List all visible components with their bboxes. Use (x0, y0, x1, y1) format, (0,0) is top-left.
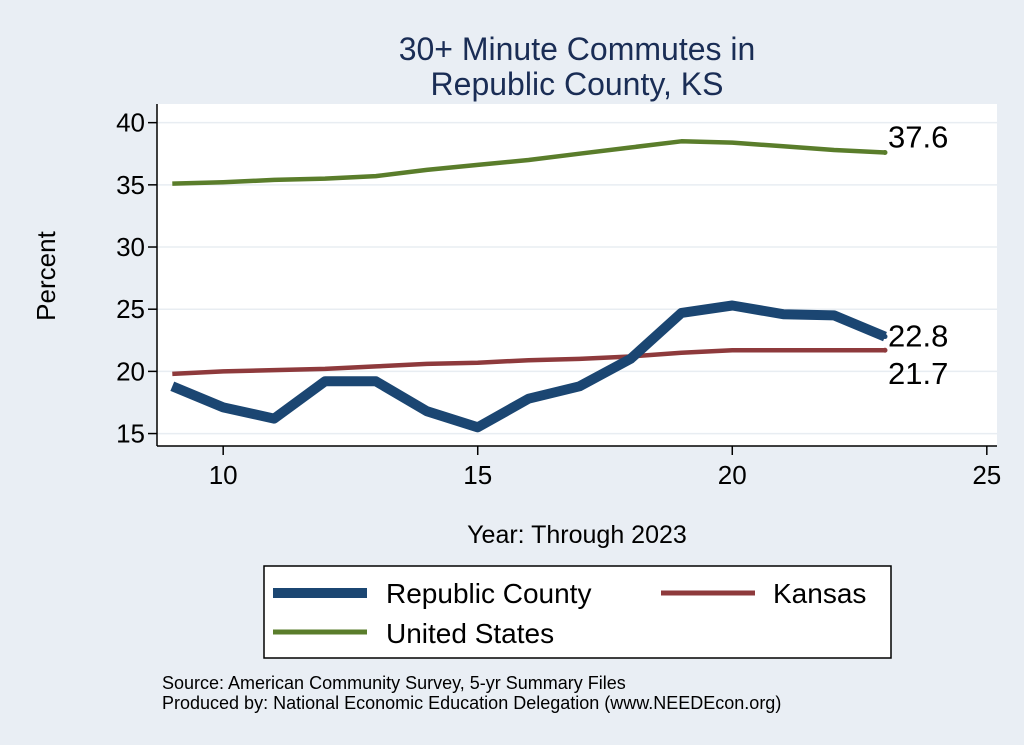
y-tick-label-35: 35 (116, 170, 145, 200)
legend-label-kansas: Kansas (773, 578, 866, 609)
series-end-point-united-states (882, 150, 888, 156)
x-tick-label-15: 15 (463, 460, 492, 490)
y-axis-label: Percent (31, 230, 61, 320)
x-tick-label-20: 20 (718, 460, 747, 490)
chart-title-line-2: Republic County, KS (431, 66, 724, 102)
x-tick-label-25: 25 (972, 460, 1001, 490)
source-note: Source: American Community Survey, 5-yr … (162, 673, 626, 693)
axes: 15 20 25 30 35 40 10 15 20 25 (116, 104, 1001, 490)
y-tick-label-20: 20 (116, 356, 145, 386)
y-tick-label-40: 40 (116, 108, 145, 138)
series-group (170, 139, 888, 433)
y-tick-label-25: 25 (116, 294, 145, 324)
series-end-point-kansas (882, 347, 888, 353)
series-line-united-states (172, 139, 886, 186)
series-line-republic-county (170, 300, 887, 433)
end-label-kansas: 21.7 (888, 356, 948, 391)
x-tick-label-10: 10 (209, 460, 238, 490)
series-end-point-republic-county (882, 334, 888, 340)
y-tick-label-30: 30 (116, 232, 145, 262)
chart-title-line-1: 30+ Minute Commutes in (399, 31, 756, 67)
end-label-united-states: 37.6 (888, 120, 948, 155)
end-labels: 22.821.7 37.6 (888, 120, 948, 392)
legend-label-republic-county: Republic County (386, 578, 591, 609)
legend: Republic County Kansas United States (263, 565, 892, 659)
gridlines (157, 121, 997, 435)
series-line-kansas (172, 347, 885, 377)
x-axis-label: Year: Through 2023 (467, 521, 687, 549)
legend-box (263, 565, 892, 659)
end-label-republic-county: 22.8 (888, 319, 948, 354)
y-tick-label-15: 15 (116, 419, 145, 449)
produced-by-note: Produced by: National Economic Education… (162, 693, 781, 713)
legend-label-united-states: United States (386, 618, 554, 649)
